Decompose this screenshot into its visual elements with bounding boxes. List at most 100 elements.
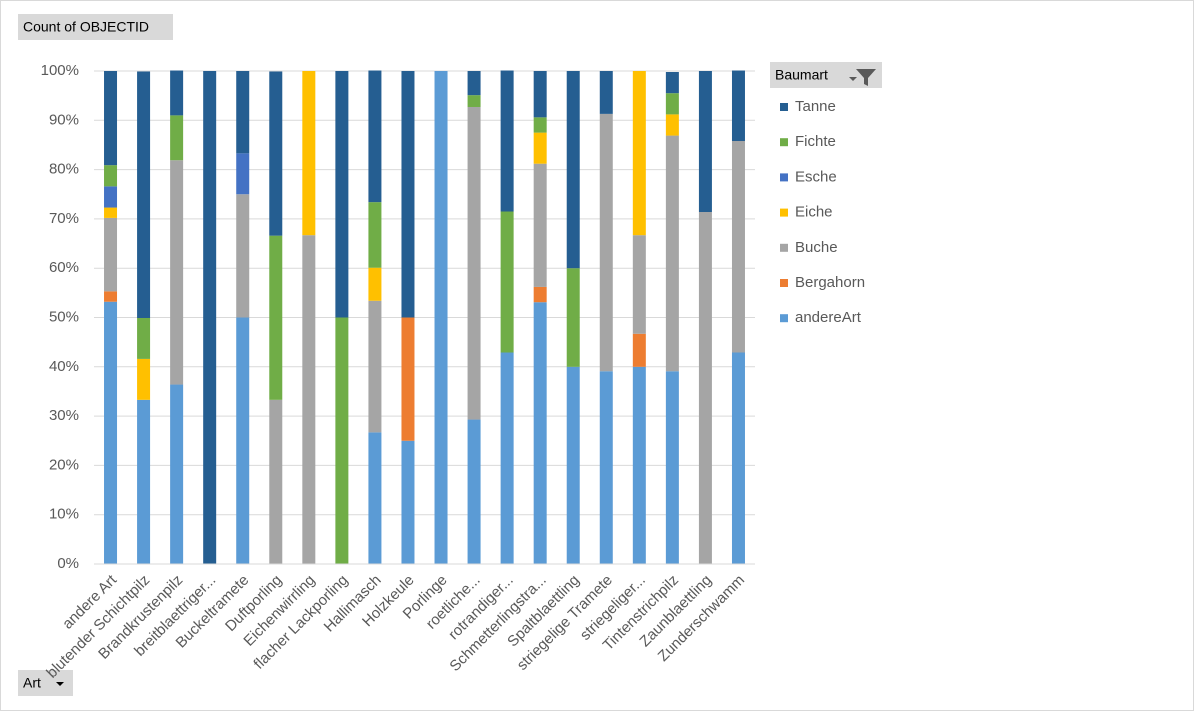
y-tick-label: 50% xyxy=(49,308,79,325)
bar-segment xyxy=(368,202,382,268)
bar-segment xyxy=(434,71,448,564)
legend-swatch xyxy=(780,314,788,323)
bar-segment xyxy=(665,371,679,564)
legend-title[interactable]: Baumart xyxy=(775,67,828,83)
bar-segment xyxy=(104,71,118,166)
bar-segment xyxy=(599,113,613,372)
legend-label: Bergahorn xyxy=(795,274,865,291)
bar-segment xyxy=(170,115,184,161)
y-tick-label: 40% xyxy=(49,358,79,375)
bar-segment xyxy=(401,440,415,564)
bar-segment xyxy=(137,317,151,359)
y-tick-label: 10% xyxy=(49,506,79,523)
bar-segment xyxy=(137,358,151,400)
bar-segment xyxy=(632,235,646,334)
bar-segment xyxy=(302,71,316,236)
bar-segment xyxy=(368,70,382,203)
bar-segment xyxy=(632,366,646,564)
bar-segment xyxy=(533,71,547,118)
axis-button[interactable]: Art xyxy=(18,670,73,696)
bar-segment xyxy=(467,419,481,564)
bar-segment xyxy=(104,217,118,292)
bar-segment xyxy=(401,317,415,441)
field-button[interactable]: Count of OBJECTID xyxy=(18,14,173,40)
bar-segment xyxy=(698,211,712,565)
legend-swatch xyxy=(780,279,788,287)
legend-swatch xyxy=(780,173,788,182)
legend-swatch xyxy=(780,103,788,111)
bar-segment xyxy=(467,95,481,107)
bar-segment xyxy=(566,268,580,367)
axis-button-label[interactable]: Art xyxy=(23,675,41,691)
bar-segment xyxy=(731,70,745,142)
axis-button-bg[interactable] xyxy=(18,670,73,696)
bar-segment xyxy=(632,333,646,367)
bar-segment xyxy=(137,71,151,318)
bar-segment xyxy=(533,286,547,303)
bar-segment xyxy=(269,71,283,236)
field-button-bg[interactable] xyxy=(18,14,173,40)
bar-segment xyxy=(500,211,514,353)
bar-segment xyxy=(467,71,481,96)
y-tick-label: 70% xyxy=(49,210,79,227)
bar-segment xyxy=(269,399,283,564)
legend-swatch xyxy=(780,208,788,217)
bar-segment xyxy=(368,300,382,433)
bar-segment xyxy=(335,317,349,564)
bar-segment xyxy=(467,106,481,420)
bar-segment xyxy=(599,71,613,114)
y-tick-label: 80% xyxy=(49,161,79,178)
bar-segment xyxy=(533,163,547,287)
bar-segment xyxy=(104,186,118,208)
bar-segment xyxy=(104,301,118,564)
bar-segment xyxy=(368,267,382,301)
bar-segment xyxy=(566,366,580,564)
bar-segment xyxy=(203,71,217,564)
bar-segment xyxy=(401,71,415,318)
legend-label: andereArt xyxy=(795,309,862,326)
bar-segment xyxy=(665,93,679,115)
bar-segment xyxy=(731,141,745,353)
bar-segment xyxy=(170,70,184,116)
field-button-label[interactable]: Count of OBJECTID xyxy=(23,19,149,35)
legend-button[interactable]: Baumart xyxy=(770,62,882,88)
bar-segment xyxy=(731,352,745,564)
bar-segment xyxy=(533,117,547,133)
bar-segment xyxy=(368,432,382,564)
bar-segment xyxy=(665,135,679,372)
bar-segment xyxy=(599,371,613,564)
bar-segment xyxy=(269,235,283,400)
bar-segment xyxy=(104,291,118,302)
y-tick-label: 90% xyxy=(49,111,79,128)
legend-label: Esche xyxy=(795,168,837,185)
bar-segment xyxy=(236,317,250,564)
bar-segment xyxy=(104,207,118,218)
legend-swatch xyxy=(780,138,788,147)
bar-segment xyxy=(665,71,679,94)
legend-label: Fichte xyxy=(795,133,836,150)
legend-label: Tanne xyxy=(795,98,836,115)
bar-segment xyxy=(500,70,514,212)
y-tick-label: 30% xyxy=(49,407,79,424)
bar-segment xyxy=(500,352,514,564)
legend-label: Buche xyxy=(795,239,838,256)
bar-segment xyxy=(632,71,646,236)
bar-segment xyxy=(302,235,316,564)
bar-segment xyxy=(665,114,679,136)
bar-segment xyxy=(170,160,184,385)
legend-swatch xyxy=(780,243,788,252)
bar-segment xyxy=(236,194,250,318)
bar-segment xyxy=(566,71,580,269)
bar-segment xyxy=(335,71,349,318)
bar-segment xyxy=(236,71,250,154)
bar-segment xyxy=(104,165,118,187)
bar-segment xyxy=(533,302,547,564)
bar-segment xyxy=(236,153,250,195)
y-tick-label: 100% xyxy=(41,62,79,79)
bar-segment xyxy=(698,71,712,212)
filter-icon[interactable] xyxy=(849,69,876,86)
dropdown-icon[interactable] xyxy=(56,682,64,686)
legend-label: Eiche xyxy=(795,204,833,221)
